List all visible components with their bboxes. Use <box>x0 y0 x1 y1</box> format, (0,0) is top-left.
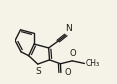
Text: S: S <box>35 67 41 76</box>
Text: N: N <box>65 24 71 33</box>
Text: O: O <box>69 49 76 58</box>
Text: CH₃: CH₃ <box>86 59 100 68</box>
Text: O: O <box>64 68 71 77</box>
